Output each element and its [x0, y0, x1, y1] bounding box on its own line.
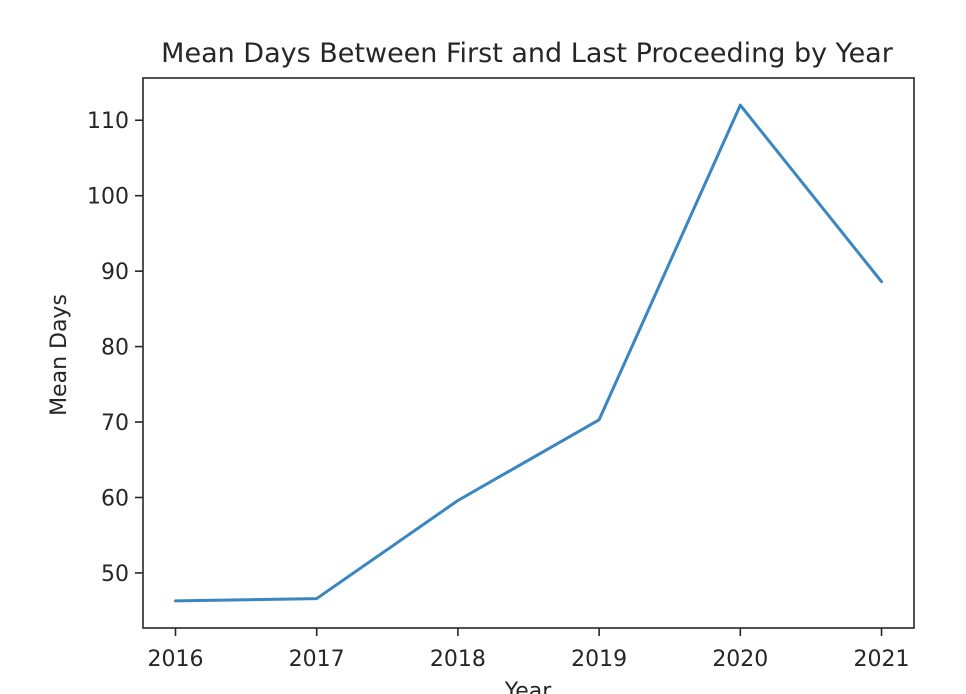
y-axis-title: Mean Days	[47, 294, 72, 416]
y-tick-label: 80	[101, 336, 129, 361]
x-axis-ticks: 2016 2017 2018 2019 2020 2021	[147, 628, 910, 672]
y-tick-label: 70	[101, 411, 129, 436]
x-tick-label: 2021	[854, 647, 910, 672]
y-tick-label: 50	[101, 562, 129, 587]
x-tick-label: 2019	[571, 647, 627, 672]
plot-area-frame	[142, 77, 915, 629]
chart-title: Mean Days Between First and Last Proceed…	[161, 38, 894, 69]
x-tick-label: 2018	[430, 647, 486, 672]
x-tick-label: 2020	[712, 647, 768, 672]
y-axis-ticks: 50 60 70 80 90 100 110	[87, 109, 143, 587]
series-layer	[173, 103, 884, 603]
x-tick-label: 2017	[289, 647, 345, 672]
y-tick-label: 100	[87, 185, 129, 210]
x-tick-label: 2016	[147, 647, 203, 672]
y-tick-label: 60	[101, 486, 129, 511]
y-tick-label: 110	[87, 109, 129, 134]
y-tick-label: 90	[101, 260, 129, 285]
series-line	[173, 103, 884, 603]
x-axis-title: Year	[504, 679, 553, 694]
